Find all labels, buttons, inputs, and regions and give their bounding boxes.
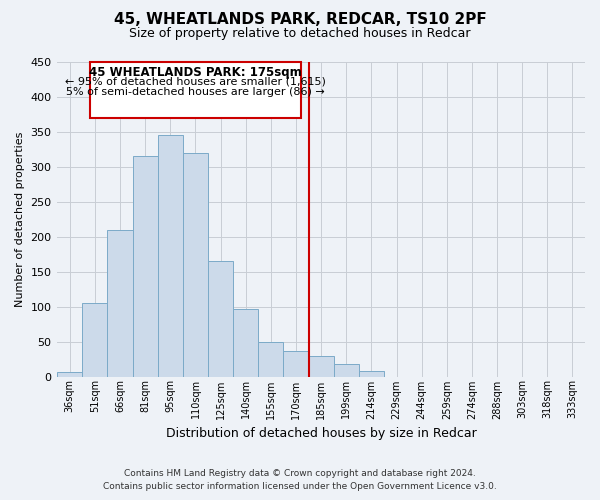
Text: 5% of semi-detached houses are larger (86) →: 5% of semi-detached houses are larger (8…	[66, 88, 325, 98]
Bar	[334, 364, 359, 376]
Bar	[233, 308, 258, 376]
Bar	[133, 156, 158, 376]
Bar	[258, 342, 283, 376]
Bar	[283, 350, 308, 376]
Bar	[158, 135, 183, 376]
Text: ← 95% of detached houses are smaller (1,615): ← 95% of detached houses are smaller (1,…	[65, 77, 326, 87]
Bar	[57, 372, 82, 376]
Bar	[82, 303, 107, 376]
Text: Contains HM Land Registry data © Crown copyright and database right 2024.
Contai: Contains HM Land Registry data © Crown c…	[103, 470, 497, 491]
FancyBboxPatch shape	[90, 62, 301, 118]
Bar	[107, 230, 133, 376]
Text: Size of property relative to detached houses in Redcar: Size of property relative to detached ho…	[129, 27, 471, 40]
Bar	[359, 371, 384, 376]
Bar	[308, 356, 334, 376]
X-axis label: Distribution of detached houses by size in Redcar: Distribution of detached houses by size …	[166, 427, 476, 440]
Bar	[208, 261, 233, 376]
Text: 45, WHEATLANDS PARK, REDCAR, TS10 2PF: 45, WHEATLANDS PARK, REDCAR, TS10 2PF	[113, 12, 487, 28]
Y-axis label: Number of detached properties: Number of detached properties	[15, 132, 25, 306]
Text: 45 WHEATLANDS PARK: 175sqm: 45 WHEATLANDS PARK: 175sqm	[89, 66, 302, 80]
Bar	[183, 152, 208, 376]
